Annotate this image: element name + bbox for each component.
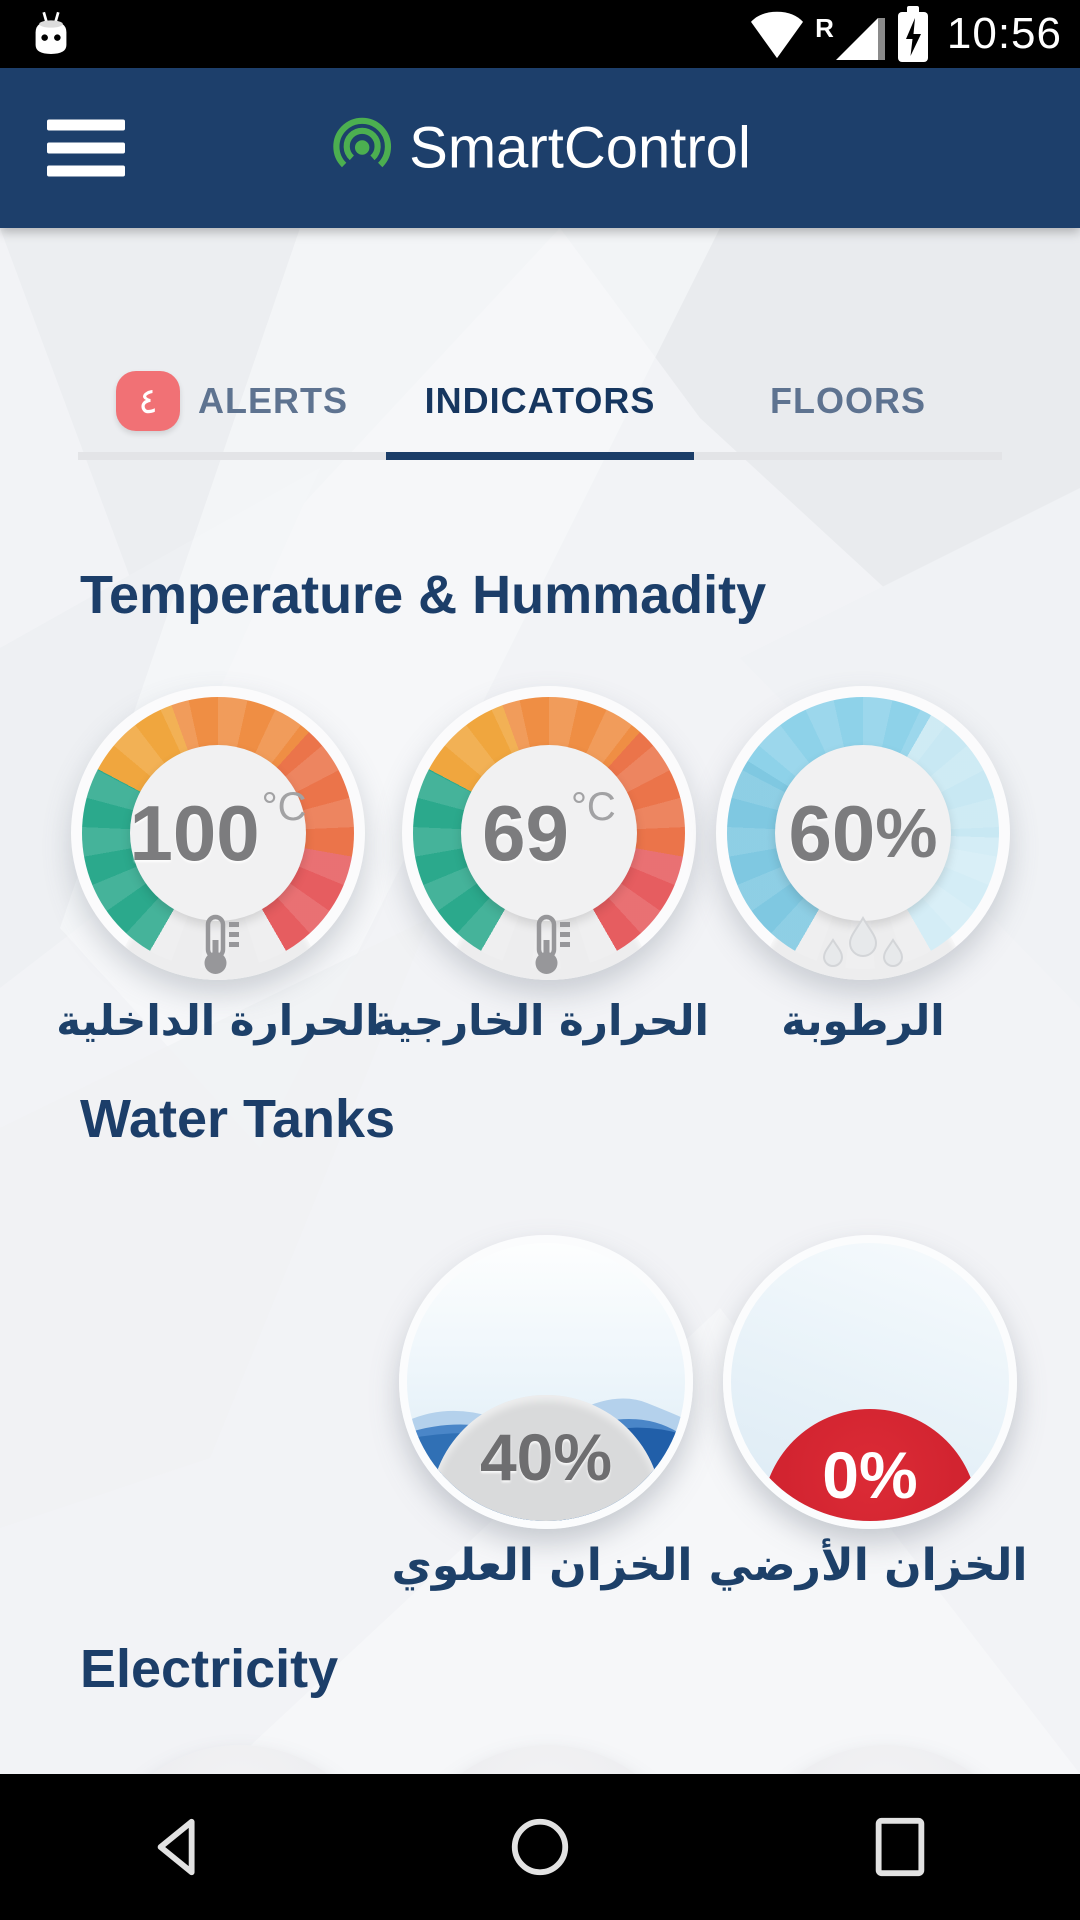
tank-ground-value-dome: 0% (762, 1409, 978, 1521)
app-header: SmartControl (0, 68, 1080, 228)
clock: 10:56 (946, 9, 1062, 58)
battery-charging-icon (897, 6, 928, 62)
tank-ground: 0% (723, 1235, 1017, 1529)
electricity-section-title: Electricity (80, 1639, 339, 1699)
tab-alerts-label: ALERTS (198, 380, 348, 421)
tab-indicators-label: INDICATORS (424, 380, 656, 421)
humidity-unit: % (875, 794, 938, 872)
back-button[interactable] (45, 1814, 315, 1880)
internal-temp-label: الحرارة الداخلية (56, 996, 380, 1045)
tank-upper: 40% (399, 1235, 693, 1529)
app-brand: SmartControl (329, 115, 751, 182)
home-icon (511, 1818, 569, 1876)
active-tab-indicator (385, 452, 695, 460)
recents-icon (875, 1817, 925, 1877)
android-notification-icon (35, 11, 67, 54)
tab-underline (78, 452, 1002, 460)
smartcontrol-logo-icon (333, 117, 392, 167)
tank-ground-value: 0% (822, 1438, 918, 1512)
tank-ground-label: الخزان الأرضي (708, 1540, 1028, 1591)
external-temp-label: الحرارة الخارجية (371, 996, 709, 1045)
thermometer-icon (535, 914, 570, 974)
tab-floors[interactable]: FLOORS (694, 356, 1002, 446)
home-button[interactable] (405, 1814, 675, 1880)
water-tanks-row: 40% 0% (0, 1235, 1080, 1529)
tank-upper-label: الخزان العلوي (391, 1540, 693, 1591)
water-drops-icon (822, 916, 904, 967)
tab-indicators[interactable]: INDICATORS (386, 356, 694, 446)
gauge-internal-temperature: 100 °C (71, 686, 365, 980)
tank-upper-value: 40% (479, 1420, 613, 1494)
tab-bar: ٤ ALERTS INDICATORS FLOORS (78, 356, 1002, 446)
menu-icon[interactable] (47, 119, 125, 177)
cell-signal-icon: R (815, 8, 885, 60)
water-tanks-section-title: Water Tanks (80, 1089, 396, 1149)
recents-button[interactable] (765, 1814, 1035, 1880)
humidity-value: 60 (788, 788, 876, 877)
internal-temp-value: 100 (129, 788, 260, 877)
temperature-section-title: Temperature & Hummadity (80, 565, 767, 625)
temperature-gauges-row: 100 °C 69 °C (0, 686, 1080, 980)
thermometer-icon (204, 914, 239, 974)
back-icon (157, 1818, 195, 1876)
tab-alerts[interactable]: ٤ ALERTS (78, 356, 386, 446)
roaming-indicator: R (815, 13, 834, 43)
gauge-external-temperature: 69 °C (402, 686, 696, 980)
internal-temp-unit: °C (261, 784, 307, 829)
gauge-humidity: 60 % (716, 686, 1010, 980)
content-area: ٤ ALERTS INDICATORS FLOORS Temperature &… (0, 228, 1080, 1774)
app-title: SmartControl (409, 115, 751, 181)
wifi-icon (751, 11, 804, 59)
android-nav-bar (0, 1774, 1080, 1920)
alerts-count-badge: ٤ (116, 371, 180, 431)
external-temp-value: 69 (482, 788, 569, 877)
external-temp-unit: °C (570, 784, 616, 829)
humidity-label: الرطوبة (781, 996, 945, 1045)
tab-floors-label: FLOORS (770, 380, 926, 421)
status-bar: R 10:56 (0, 0, 1080, 68)
